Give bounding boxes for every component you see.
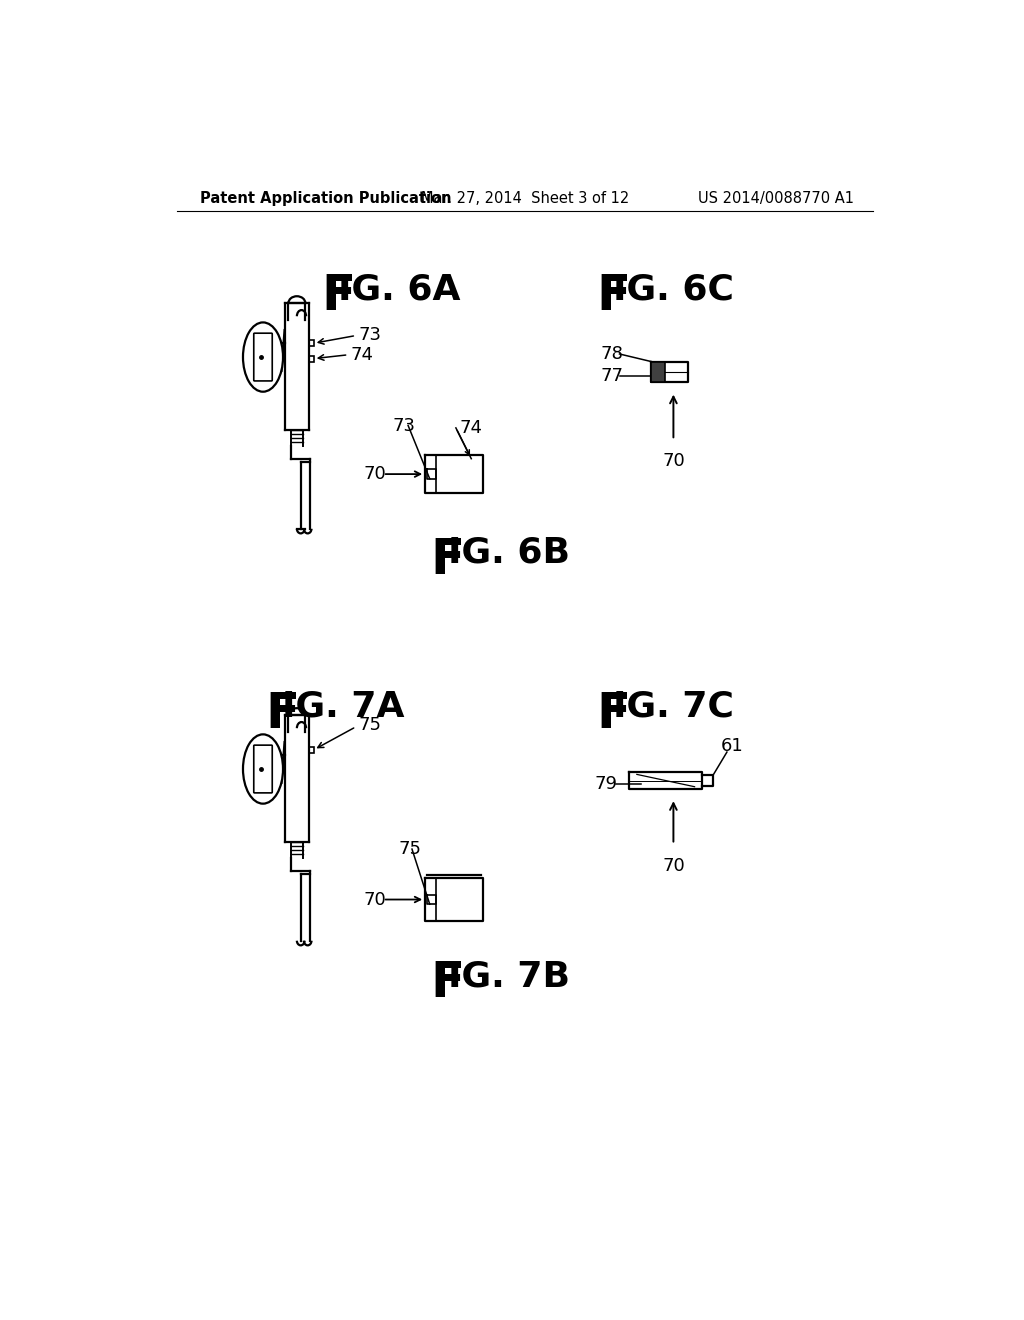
Text: 75: 75 [358, 717, 382, 734]
Text: F: F [265, 689, 300, 738]
Text: 79: 79 [595, 775, 617, 793]
Text: 70: 70 [364, 891, 386, 908]
Polygon shape [651, 363, 665, 383]
Text: IG. 6B: IG. 6B [447, 536, 569, 570]
Text: F: F [322, 272, 355, 321]
Text: IG. 7A: IG. 7A [283, 689, 404, 723]
Text: 78: 78 [600, 345, 624, 363]
Text: IG. 6A: IG. 6A [339, 272, 461, 306]
Text: 74: 74 [351, 346, 374, 364]
Text: IG. 7C: IG. 7C [613, 689, 734, 723]
Text: US 2014/0088770 A1: US 2014/0088770 A1 [698, 191, 854, 206]
Text: 77: 77 [600, 367, 624, 385]
Text: 73: 73 [393, 417, 416, 434]
Text: 74: 74 [460, 418, 482, 437]
Text: 75: 75 [398, 840, 421, 858]
Text: 70: 70 [663, 451, 685, 470]
Text: IG. 7B: IG. 7B [447, 960, 569, 993]
Text: 70: 70 [364, 465, 386, 483]
Text: 70: 70 [663, 857, 685, 875]
Ellipse shape [243, 322, 283, 392]
Text: F: F [596, 272, 631, 321]
Text: 61: 61 [721, 737, 743, 755]
Text: F: F [431, 960, 465, 1007]
Text: Patent Application Publication: Patent Application Publication [200, 191, 452, 206]
Text: F: F [431, 536, 465, 583]
Ellipse shape [243, 734, 283, 804]
Text: IG. 6C: IG. 6C [613, 272, 734, 306]
Text: 73: 73 [358, 326, 382, 345]
Text: Mar. 27, 2014  Sheet 3 of 12: Mar. 27, 2014 Sheet 3 of 12 [421, 191, 629, 206]
Text: F: F [596, 689, 631, 738]
